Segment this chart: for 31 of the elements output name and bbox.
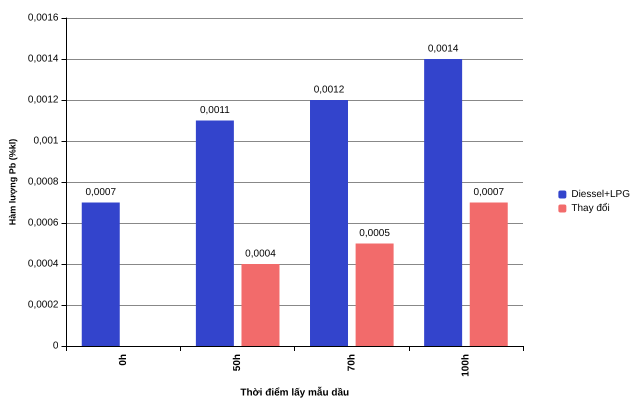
bar bbox=[196, 120, 234, 346]
y-tick-label: 0,0004 bbox=[28, 258, 59, 270]
y-tick-label: 0 bbox=[52, 340, 59, 352]
y-tick-label: 0,0002 bbox=[28, 300, 59, 310]
data-label: 0,0005 bbox=[359, 228, 390, 239]
legend-label: Diessel+LPG bbox=[571, 189, 630, 200]
y-tick-label: 0,001 bbox=[33, 136, 59, 146]
y-tick-label: 0,0012 bbox=[28, 94, 59, 106]
y-tick-label: 0,0006 bbox=[28, 218, 59, 228]
x-axis-title: Thời điểm lấy mẫu dầu bbox=[240, 386, 350, 398]
x-tick-label: 100h bbox=[460, 354, 472, 377]
data-label: 0,0011 bbox=[200, 105, 230, 116]
y-tick-label: 0,0014 bbox=[28, 54, 59, 64]
x-tick-label: 0h bbox=[118, 354, 130, 366]
bar bbox=[356, 244, 394, 346]
y-tick-label: 0,0008 bbox=[28, 176, 59, 188]
legend-label: Thay đổi bbox=[571, 202, 610, 214]
y-axis-title: Hàm lượng Pb (%kl) bbox=[8, 138, 18, 226]
data-label: 0,0014 bbox=[428, 44, 459, 54]
bar bbox=[470, 202, 508, 346]
x-tick-label: 70h bbox=[346, 354, 358, 372]
data-label: 0,0007 bbox=[473, 187, 504, 198]
data-label: 0,0012 bbox=[314, 84, 345, 96]
x-tick-label: 50h bbox=[232, 354, 244, 372]
bar bbox=[424, 59, 462, 346]
bar bbox=[241, 264, 280, 346]
bar bbox=[310, 100, 348, 346]
data-label: 0,0007 bbox=[85, 187, 116, 198]
data-label: 0,0004 bbox=[245, 248, 276, 260]
y-tick-label: 0,0016 bbox=[28, 12, 59, 24]
bar bbox=[82, 202, 120, 346]
